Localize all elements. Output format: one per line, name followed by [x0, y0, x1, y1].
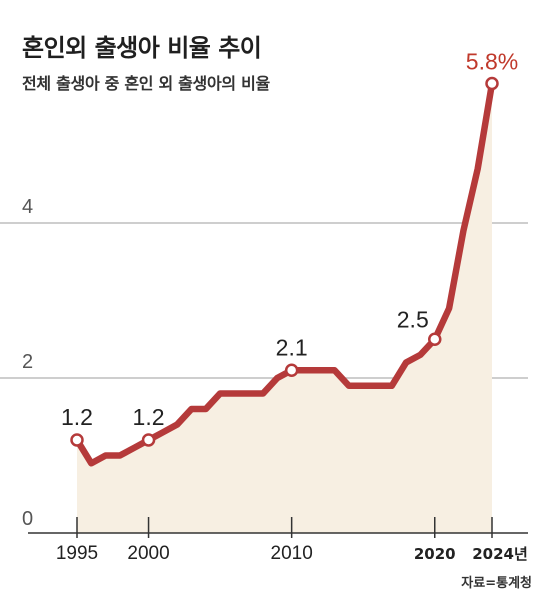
data-point-marker: [70, 433, 84, 447]
chart-title: 혼인외 출생아 비율 추이: [22, 34, 262, 62]
x-tick-label: 2020: [414, 545, 456, 563]
x-tick-label: 1995: [56, 543, 98, 564]
data-label: 1.2: [133, 404, 165, 430]
x-tick-label: 2024년: [472, 545, 528, 563]
data-label: 2.5: [397, 306, 429, 332]
y-tick-label: 0: [22, 508, 33, 530]
data-point-marker: [284, 363, 299, 377]
source-note: 자료=통계청: [461, 576, 532, 591]
data-point-marker: [485, 76, 499, 91]
data-label: 5.8%: [466, 49, 518, 75]
data-label: 1.2: [61, 404, 93, 430]
x-tick-label: 2010: [271, 543, 313, 564]
data-label: 2.1: [276, 334, 308, 360]
data-point-marker: [141, 433, 156, 447]
x-tick-label: 2000: [127, 543, 169, 564]
y-tick-label: 4: [22, 196, 33, 218]
chart-subtitle: 전체 출생아 중 혼인 외 출생아의 비율: [22, 74, 270, 93]
area-fill: [77, 83, 492, 533]
y-tick-label: 2: [22, 351, 33, 373]
data-point-marker: [428, 332, 442, 346]
